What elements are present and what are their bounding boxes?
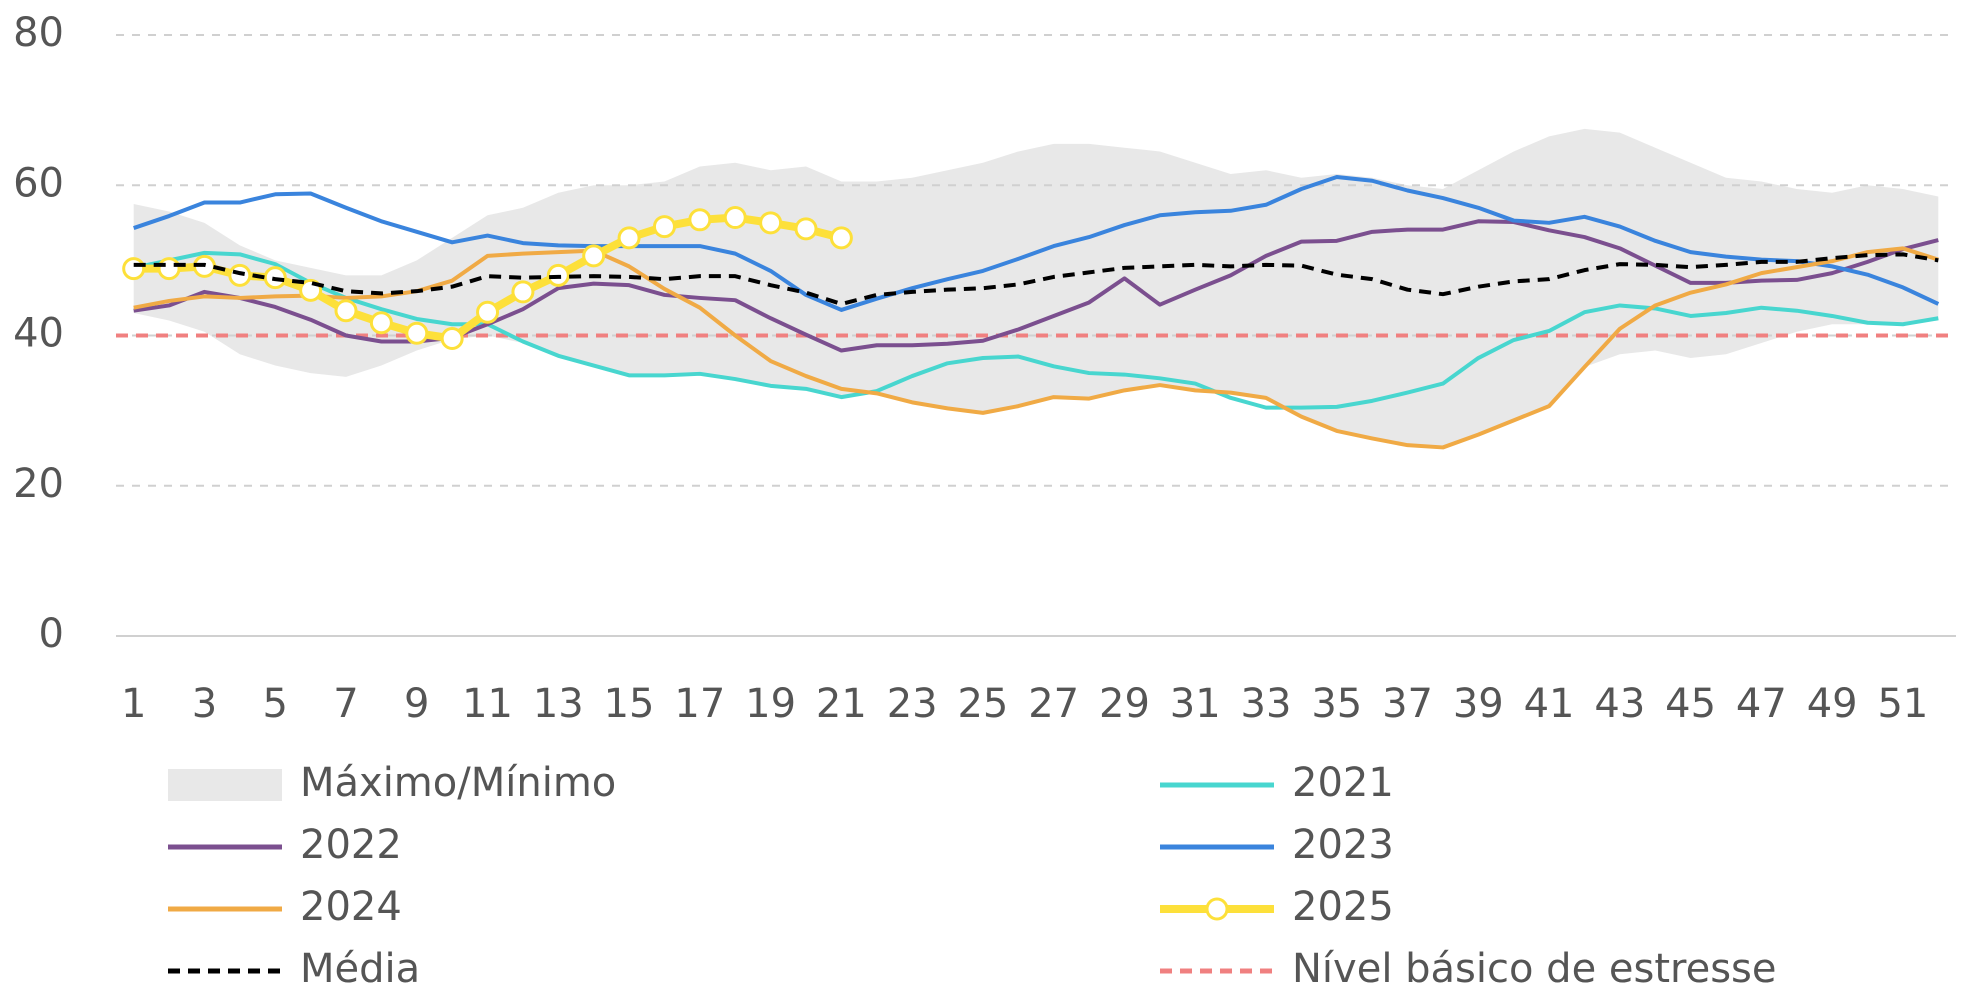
- series-marker: [759, 211, 783, 235]
- series-marker: [582, 244, 606, 268]
- x-tick-label: 45: [1665, 681, 1716, 727]
- series-marker: [617, 226, 641, 250]
- legend-label: 2023: [1292, 822, 1394, 868]
- x-tick-label: 47: [1736, 681, 1787, 727]
- x-tick-label: 33: [1241, 681, 1292, 727]
- series-marker: [369, 311, 393, 335]
- x-tick-label: 21: [816, 681, 867, 727]
- x-tick-label: 49: [1807, 681, 1858, 727]
- x-tick-label: 19: [745, 681, 796, 727]
- x-tick-label: 43: [1594, 681, 1645, 727]
- series-marker: [228, 263, 252, 287]
- x-tick-label: 11: [462, 681, 513, 727]
- series-marker: [157, 257, 181, 281]
- series-marker: [723, 206, 747, 230]
- x-tick-label: 9: [404, 681, 429, 727]
- series-marker: [122, 257, 146, 281]
- x-tick-label: 23: [887, 681, 938, 727]
- y-tick-label: 0: [39, 611, 64, 657]
- x-tick-label: 37: [1382, 681, 1433, 727]
- x-tick-label: 1: [121, 681, 146, 727]
- series-marker: [794, 217, 818, 241]
- x-tick-label: 31: [1170, 681, 1221, 727]
- legend-label: Máximo/Mínimo: [300, 760, 616, 806]
- y-tick-label: 40: [13, 311, 64, 357]
- x-tick-label: 17: [674, 681, 725, 727]
- series-marker: [829, 226, 853, 250]
- legend-label: 2021: [1292, 760, 1394, 806]
- series-line: [133, 246, 1939, 450]
- series-marker: [405, 321, 429, 345]
- min-max-band: [133, 128, 1939, 449]
- series-line: [133, 252, 1939, 306]
- y-tick-label: 80: [13, 10, 64, 56]
- legend-marker: [1205, 897, 1229, 921]
- x-tick-label: 35: [1311, 681, 1362, 727]
- x-tick-label: 27: [1028, 681, 1079, 727]
- x-tick-label: 13: [533, 681, 584, 727]
- x-tick-label: 39: [1453, 681, 1504, 727]
- x-tick-label: 51: [1877, 681, 1928, 727]
- legend-label: Nível básico de estresse: [1292, 946, 1777, 992]
- legend-swatch: [168, 769, 282, 801]
- x-tick-label: 7: [333, 681, 358, 727]
- x-tick-label: 3: [192, 681, 217, 727]
- series-marker: [476, 300, 500, 324]
- series-marker: [440, 327, 464, 351]
- series-line: [133, 250, 1939, 410]
- legend-label: 2025: [1292, 884, 1394, 930]
- series-line: [133, 174, 1940, 312]
- x-tick-label: 25: [957, 681, 1008, 727]
- x-tick-label: 29: [1099, 681, 1150, 727]
- y-tick-label: 60: [13, 160, 64, 206]
- legend-label: 2024: [300, 884, 402, 930]
- x-tick-label: 41: [1524, 681, 1575, 727]
- series-marker: [652, 215, 676, 239]
- x-tick-label: 15: [604, 681, 655, 727]
- y-tick-label: 20: [13, 461, 64, 507]
- series-marker: [334, 299, 358, 323]
- series-marker: [688, 208, 712, 232]
- legend-label: 2022: [300, 822, 402, 868]
- legend-label: Média: [300, 946, 420, 992]
- x-tick-label: 5: [263, 681, 288, 727]
- series-marker: [511, 280, 535, 304]
